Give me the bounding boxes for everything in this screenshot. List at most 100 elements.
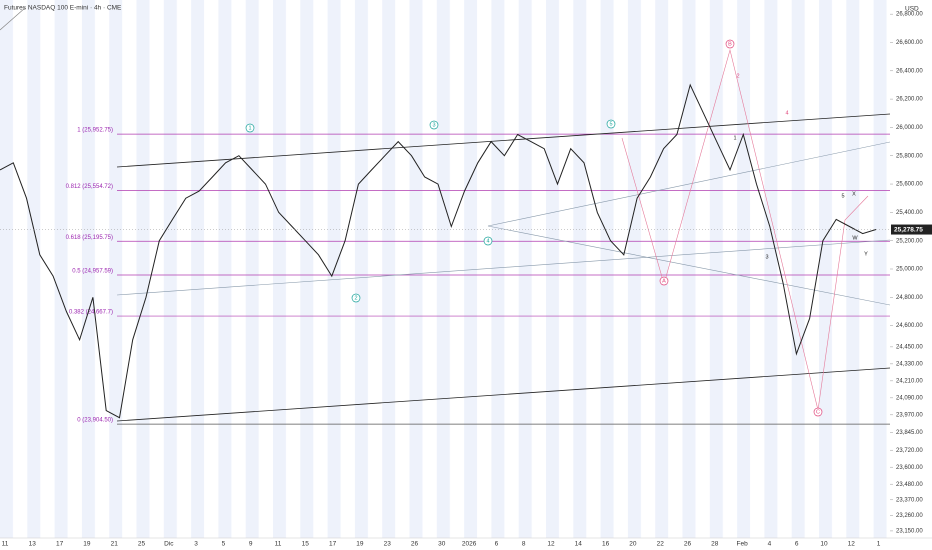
wave-label: 4 [486, 238, 489, 244]
y-tick-label: 23,600.00 [896, 465, 923, 471]
wave-label: 3 [432, 122, 435, 128]
wave-label: 1 [248, 125, 251, 131]
x-tick-label: 8 [522, 541, 526, 548]
x-tick-label: 15 [302, 541, 310, 548]
y-tick-label: 24,450.00 [896, 344, 923, 350]
x-tick-label: 13 [29, 541, 37, 548]
trend-line [116, 367, 891, 422]
wave-circle [429, 120, 439, 130]
x-tick-label: 28 [711, 541, 719, 548]
x-tick-label: Feb [736, 541, 748, 548]
y-tick-label: 25,000.00 [896, 267, 923, 273]
fib-label: 0.618 (25,195.75) [66, 235, 113, 241]
y-tick-label: 25,200.00 [896, 238, 923, 244]
x-tick-label: 10 [820, 541, 828, 548]
y-tick-label: 23,480.00 [896, 482, 923, 488]
x-tick-label: 19 [356, 541, 364, 548]
wave-label: C [816, 409, 820, 415]
wave-circle [813, 407, 823, 417]
y-tick-label: 23,260.00 [896, 513, 923, 519]
x-tick-label: 17 [56, 541, 64, 548]
wave-circle [659, 276, 669, 286]
x-tick-label: 12 [547, 541, 555, 548]
trend-line [487, 141, 891, 227]
y-tick-label: 23,970.00 [896, 412, 923, 418]
y-tick-label: 24,210.00 [896, 378, 923, 384]
x-tick-label: 9 [249, 541, 253, 548]
wave-label: 4 [785, 110, 788, 116]
trend-line [116, 113, 891, 168]
trend-line [116, 239, 891, 296]
wave-circle [725, 39, 735, 49]
x-tick-label: 23 [384, 541, 392, 548]
fib-label: 0 (23,904.50) [77, 418, 113, 424]
wave-label: A [662, 278, 666, 284]
wave-label: 5 [841, 193, 844, 199]
fib-label: 0.382 (24,667.7) [69, 310, 113, 316]
x-tick-label: 4 [768, 541, 772, 548]
x-tick-label: 30 [438, 541, 446, 548]
wave-label: Y [864, 251, 868, 257]
last-price-label: 25,278.75 [894, 226, 923, 233]
wave-label: W [852, 235, 858, 241]
y-tick-label: 25,800.00 [896, 153, 923, 159]
x-tick-label: 14 [575, 541, 583, 548]
wave-label: 2 [354, 295, 357, 301]
y-tick-label: 23,720.00 [896, 448, 923, 454]
x-tick-label: 17 [329, 541, 337, 548]
wave-label: 2 [736, 73, 739, 79]
y-tick-label: 26,600.00 [896, 40, 923, 46]
chart-title: Futures NASDAQ 100 E-mini · 4h · CME [4, 5, 122, 12]
wave-label: B [728, 41, 732, 47]
x-tick-label: 1 [877, 541, 881, 548]
x-tick-label: 25 [138, 541, 146, 548]
trend-line [487, 225, 891, 306]
x-tick-label: 26 [684, 541, 692, 548]
session-background [0, 0, 890, 538]
x-tick-label: 20 [629, 541, 637, 548]
wave-circle [245, 123, 255, 133]
y-tick-label: 24,330.00 [896, 361, 923, 367]
x-tick-label: 2026 [462, 541, 477, 548]
x-tick-label: 21 [111, 541, 119, 548]
y-tick-label: 26,400.00 [896, 68, 923, 74]
fib-label: 0.5 (24,957.59) [72, 269, 113, 275]
x-tick-label: 22 [657, 541, 665, 548]
x-tick-label: 16 [602, 541, 610, 548]
y-tick-label: 24,090.00 [896, 395, 923, 401]
y-tick-label: 24,800.00 [896, 295, 923, 301]
x-tick-label: 12 [848, 541, 856, 548]
y-tick-label: 26,200.00 [896, 97, 923, 103]
currency: USD [905, 6, 919, 13]
fib-label: 0.812 (25,554.72) [66, 184, 113, 190]
y-tick-label: 25,400.00 [896, 210, 923, 216]
x-tick-label: 6 [795, 541, 799, 548]
x-tick-label: 6 [495, 541, 499, 548]
wave-label: 5 [609, 121, 612, 127]
x-tick-label: 26 [411, 541, 419, 548]
price-line [0, 83, 877, 419]
y-tick-label: 23,150.00 [896, 528, 923, 534]
price-axis [890, 0, 932, 538]
wave-line [621, 48, 869, 411]
trend-line [0, 7, 26, 31]
y-tick-label: 23,370.00 [896, 497, 923, 503]
y-tick-label: 24,600.00 [896, 323, 923, 329]
x-tick-label: 11 [2, 541, 9, 548]
y-tick-label: 26,800.00 [896, 12, 923, 18]
y-tick-label: 25,600.00 [896, 182, 923, 188]
wave-circle [483, 236, 493, 246]
x-tick-label: 3 [194, 541, 198, 548]
wave-label: 3 [765, 254, 768, 260]
x-tick-label: Dic [164, 541, 174, 548]
x-tick-label: 19 [83, 541, 91, 548]
fib-label: 1 (25,952.75) [77, 128, 113, 134]
x-tick-label: 5 [222, 541, 226, 548]
wave-label: X [852, 191, 856, 197]
wave-circle [606, 119, 616, 129]
y-tick-label: 23,845.00 [896, 430, 923, 436]
wave-label: 1 [733, 135, 736, 141]
y-tick-label: 26,000.00 [896, 125, 923, 131]
x-tick-label: 11 [275, 541, 282, 548]
